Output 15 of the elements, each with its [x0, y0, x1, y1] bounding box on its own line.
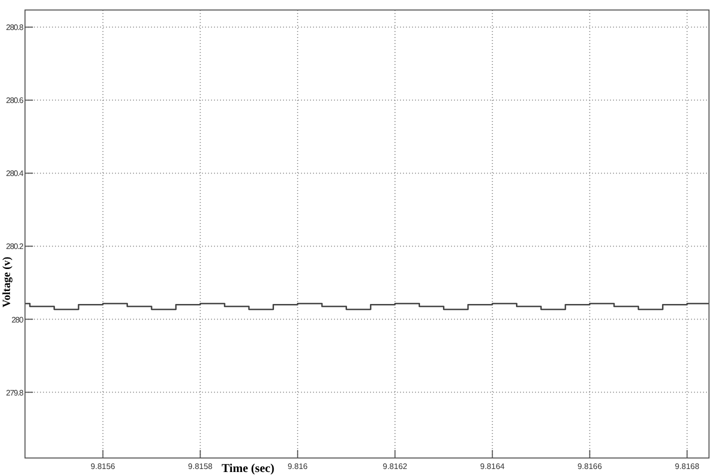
- y-tick-label: 279.8: [6, 388, 24, 398]
- x-tick-label: 9.8164: [480, 462, 506, 471]
- y-tick-label: 280.4: [6, 169, 24, 178]
- x-tick-label: 9.8158: [188, 462, 214, 471]
- x-tick-label: 9.8162: [382, 462, 408, 471]
- y-axis-title: Voltage (v): [1, 256, 13, 308]
- y-tick-label: 280.8: [6, 23, 24, 32]
- x-tick-label: 9.8166: [577, 462, 603, 471]
- x-axis-title: Time (sec): [222, 461, 274, 475]
- y-tick-label: 280: [11, 315, 24, 324]
- x-tick-label: 9.816: [288, 462, 308, 471]
- y-tick-label: 280.2: [6, 242, 24, 252]
- x-tick-label: 9.8156: [90, 462, 116, 471]
- y-tick-label: 280.6: [6, 96, 24, 106]
- x-tick-label: 9.8168: [674, 462, 700, 471]
